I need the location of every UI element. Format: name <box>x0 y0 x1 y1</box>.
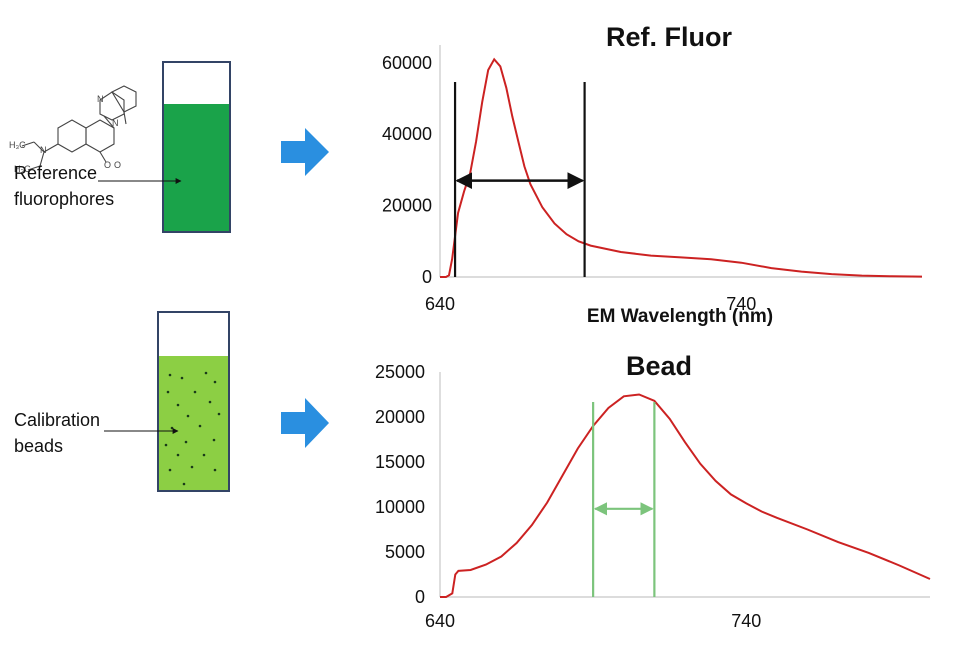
bead-dot <box>217 412 221 416</box>
bead-liquid <box>159 356 228 490</box>
reference-label: Reference fluorophores <box>14 163 114 209</box>
series-line <box>440 57 923 278</box>
bead-dot <box>186 414 190 418</box>
reference-label-line1: Reference <box>14 163 97 183</box>
svg-text:N: N <box>112 118 119 128</box>
beads-label-line2: beads <box>14 436 63 456</box>
x-tick-labels: 640 740 <box>425 611 761 631</box>
chemical-structure-icon: H₃C N H₃C O O N N <box>9 85 137 174</box>
y-tick-label: 10000 <box>375 497 425 517</box>
x-tick-label: 640 <box>425 294 455 314</box>
bead-dot <box>164 443 168 447</box>
chart-title: Bead <box>626 351 692 381</box>
bead-dot <box>204 371 208 375</box>
svg-text:N: N <box>97 94 104 104</box>
bead-dot <box>193 390 197 394</box>
bead-cuvette <box>157 311 230 492</box>
y-tick-label: 20000 <box>382 196 432 216</box>
bead-dot <box>176 403 180 407</box>
beads-label-line1: Calibration <box>14 410 100 430</box>
reference-cuvette <box>162 61 231 233</box>
series-line <box>440 393 931 598</box>
x-axis-label: EM Wavelength (nm) <box>587 306 773 327</box>
bead-dot <box>202 453 206 457</box>
y-tick-label: 40000 <box>382 124 432 144</box>
bead-dot <box>182 482 186 486</box>
y-tick-label: 0 <box>415 587 425 607</box>
right-arrow-icon <box>281 398 329 448</box>
svg-text:H₃C: H₃C <box>14 164 31 174</box>
bead-dot <box>198 424 202 428</box>
y-tick-label: 25000 <box>375 362 425 382</box>
bead-dot <box>180 376 184 380</box>
chart-title: Ref. Fluor <box>606 22 732 52</box>
svg-text:O: O <box>114 160 121 170</box>
svg-text:H₃C: H₃C <box>9 140 26 150</box>
svg-text:N: N <box>40 145 47 155</box>
y-tick-labels: 0 20000 40000 60000 <box>382 53 432 287</box>
x-tick-label: 740 <box>731 611 761 631</box>
y-tick-label: 5000 <box>385 542 425 562</box>
bead-dot <box>176 453 180 457</box>
bead-particles <box>164 371 221 486</box>
bead-dot <box>208 400 212 404</box>
bead-dot <box>170 426 174 430</box>
y-tick-label: 0 <box>422 267 432 287</box>
bead-dot <box>190 465 194 469</box>
bead-dot <box>166 390 170 394</box>
svg-text:O: O <box>104 160 111 170</box>
bead-dot <box>168 373 172 377</box>
bead-chart: Bead 0 5000 10000 15000 20000 25000 640 740 <box>375 351 931 631</box>
x-tick-labels: 640 740 <box>425 294 756 314</box>
reference-liquid <box>164 104 229 231</box>
beads-label: Calibration beads <box>14 410 105 456</box>
bead-dot <box>213 468 217 472</box>
bead-dot <box>184 440 188 444</box>
reference-label-line2: fluorophores <box>14 189 114 209</box>
x-tick-label: 640 <box>425 611 455 631</box>
y-tick-label: 60000 <box>382 53 432 73</box>
right-arrow-icon <box>281 128 329 176</box>
bead-dot <box>168 468 172 472</box>
ref-fluor-chart: Ref. Fluor 0 20000 40000 60000 640 740 EM Wa… <box>382 22 923 327</box>
bead-dot <box>212 438 216 442</box>
bead-dot <box>213 380 217 384</box>
x-tick-label: 740 <box>726 294 756 314</box>
y-tick-label: 15000 <box>375 452 425 472</box>
y-tick-label: 20000 <box>375 407 425 427</box>
y-tick-labels: 0 5000 10000 15000 20000 25000 <box>375 362 425 607</box>
